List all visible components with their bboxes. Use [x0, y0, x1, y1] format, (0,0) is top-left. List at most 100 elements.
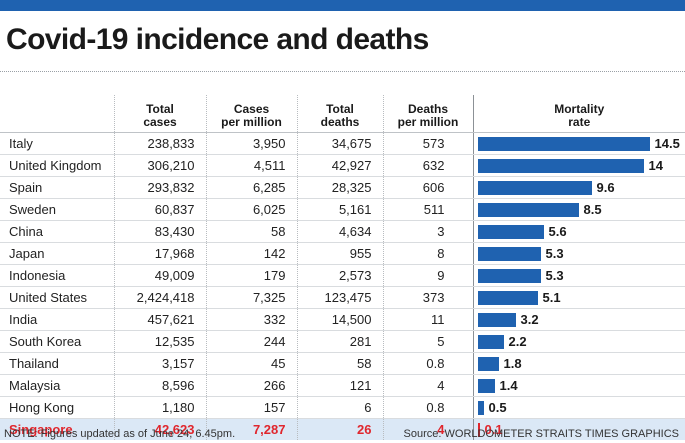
total-deaths-value: 14,500 [296, 308, 383, 331]
table-row: Hong Kong 1,180 157 6 0.8 0.5 [0, 396, 685, 419]
country-name: South Korea [0, 330, 114, 353]
deaths-per-million-value: 9 [382, 264, 473, 287]
cases-per-million-value: 266 [205, 374, 297, 397]
header-label: Total [146, 102, 174, 116]
mortality-label: 5.3 [545, 246, 564, 261]
table-header-row: Total cases Cases per million Total deat… [0, 95, 685, 133]
country-name: India [0, 308, 114, 331]
total-cases-value: 83,430 [113, 220, 206, 243]
table-row: Japan 17,968 142 955 8 5.3 [0, 242, 685, 265]
table-body: Italy 238,833 3,950 34,675 573 14.5 United Kin… [0, 132, 685, 440]
total-cases-value: 457,621 [113, 308, 206, 331]
deaths-per-million-value: 4 [382, 374, 473, 397]
cases-per-million-value: 179 [205, 264, 297, 287]
cases-per-million-value: 7,325 [205, 286, 297, 309]
total-cases-value: 42,623 [113, 418, 206, 440]
total-cases-value: 8,596 [113, 374, 206, 397]
mortality-bar [477, 422, 480, 437]
header-label: Total [326, 102, 354, 116]
country-name: United States [0, 286, 114, 309]
cases-per-million-value: 45 [205, 352, 297, 375]
total-deaths-value: 42,927 [296, 154, 383, 177]
table-row: Spain 293,832 6,285 28,325 606 9.6 [0, 176, 685, 199]
country-name: Japan [0, 242, 114, 265]
mortality-bar-cell: 5.6 [472, 220, 685, 243]
total-deaths-value: 26 [296, 418, 383, 440]
total-cases-value: 17,968 [113, 242, 206, 265]
deaths-per-million-value: 3 [382, 220, 473, 243]
mortality-label: 1.4 [499, 378, 518, 393]
total-cases-value: 49,009 [113, 264, 206, 287]
table-row: Thailand 3,157 45 58 0.8 1.8 [0, 352, 685, 375]
header-label: Mortality [554, 102, 605, 116]
total-cases-value: 2,424,418 [113, 286, 206, 309]
mortality-bar [477, 136, 650, 151]
country-name: Hong Kong [0, 396, 114, 419]
country-name: Italy [0, 132, 114, 155]
mortality-bar-cell: 2.2 [472, 330, 685, 353]
total-deaths-value: 34,675 [296, 132, 383, 155]
total-cases-value: 238,833 [113, 132, 206, 155]
mortality-label: 0.5 [488, 400, 507, 415]
total-cases-value: 60,837 [113, 198, 206, 221]
cases-per-million-value: 3,950 [205, 132, 297, 155]
title-divider [0, 71, 685, 72]
header-country [0, 95, 114, 133]
total-deaths-value: 121 [296, 374, 383, 397]
total-cases-value: 306,210 [113, 154, 206, 177]
mortality-bar-cell: 5.1 [472, 286, 685, 309]
mortality-label: 5.3 [545, 268, 564, 283]
table-row: Italy 238,833 3,950 34,675 573 14.5 [0, 132, 685, 155]
deaths-per-million-value: 632 [382, 154, 473, 177]
deaths-per-million-value: 0.8 [382, 352, 473, 375]
table-row: Malaysia 8,596 266 121 4 1.4 [0, 374, 685, 397]
mortality-label: 1.8 [503, 356, 522, 371]
mortality-label: 9.6 [596, 180, 615, 195]
mortality-label: 14.5 [654, 136, 680, 151]
page-title: Covid-19 incidence and deaths [6, 23, 429, 56]
header-deaths-per-million: Deaths per million [382, 95, 473, 133]
deaths-per-million-value: 5 [382, 330, 473, 353]
total-deaths-value: 6 [296, 396, 383, 419]
cases-per-million-value: 244 [205, 330, 297, 353]
cases-per-million-value: 4,511 [205, 154, 297, 177]
table-row: United Kingdom 306,210 4,511 42,927 632 14 [0, 154, 685, 177]
header-cases-per-million: Cases per million [205, 95, 297, 133]
deaths-per-million-value: 573 [382, 132, 473, 155]
country-name: Singapore [0, 418, 114, 440]
mortality-bar [477, 180, 592, 195]
mortality-label: 2.2 [508, 334, 527, 349]
table-row: Sweden 60,837 6,025 5,161 511 8.5 [0, 198, 685, 221]
cases-per-million-value: 6,285 [205, 176, 297, 199]
header-total-cases: Total cases [113, 95, 206, 133]
mortality-bar [477, 312, 516, 327]
total-deaths-value: 4,634 [296, 220, 383, 243]
total-deaths-value: 281 [296, 330, 383, 353]
country-name: United Kingdom [0, 154, 114, 177]
table-row: India 457,621 332 14,500 11 3.2 [0, 308, 685, 331]
deaths-per-million-value: 373 [382, 286, 473, 309]
mortality-bar-cell: 1.8 [472, 352, 685, 375]
mortality-label: 3.2 [520, 312, 539, 327]
table-row: China 83,430 58 4,634 3 5.6 [0, 220, 685, 243]
total-deaths-value: 58 [296, 352, 383, 375]
mortality-label: 5.1 [542, 290, 561, 305]
mortality-bar-cell: 14.5 [472, 132, 685, 155]
country-name: Thailand [0, 352, 114, 375]
country-name: Indonesia [0, 264, 114, 287]
mortality-bar [477, 246, 541, 261]
total-deaths-value: 5,161 [296, 198, 383, 221]
deaths-per-million-value: 4 [382, 418, 473, 440]
country-name: Sweden [0, 198, 114, 221]
mortality-label: 5.6 [548, 224, 567, 239]
country-name: China [0, 220, 114, 243]
total-cases-value: 12,535 [113, 330, 206, 353]
total-cases-value: 3,157 [113, 352, 206, 375]
cases-per-million-value: 7,287 [205, 418, 297, 440]
mortality-bar [477, 334, 504, 349]
header-label: Cases [233, 102, 270, 116]
top-accent-bar [0, 0, 685, 11]
mortality-label: 8.5 [583, 202, 602, 217]
header-label: rate [568, 115, 591, 129]
mortality-label: 0.1 [484, 422, 503, 437]
